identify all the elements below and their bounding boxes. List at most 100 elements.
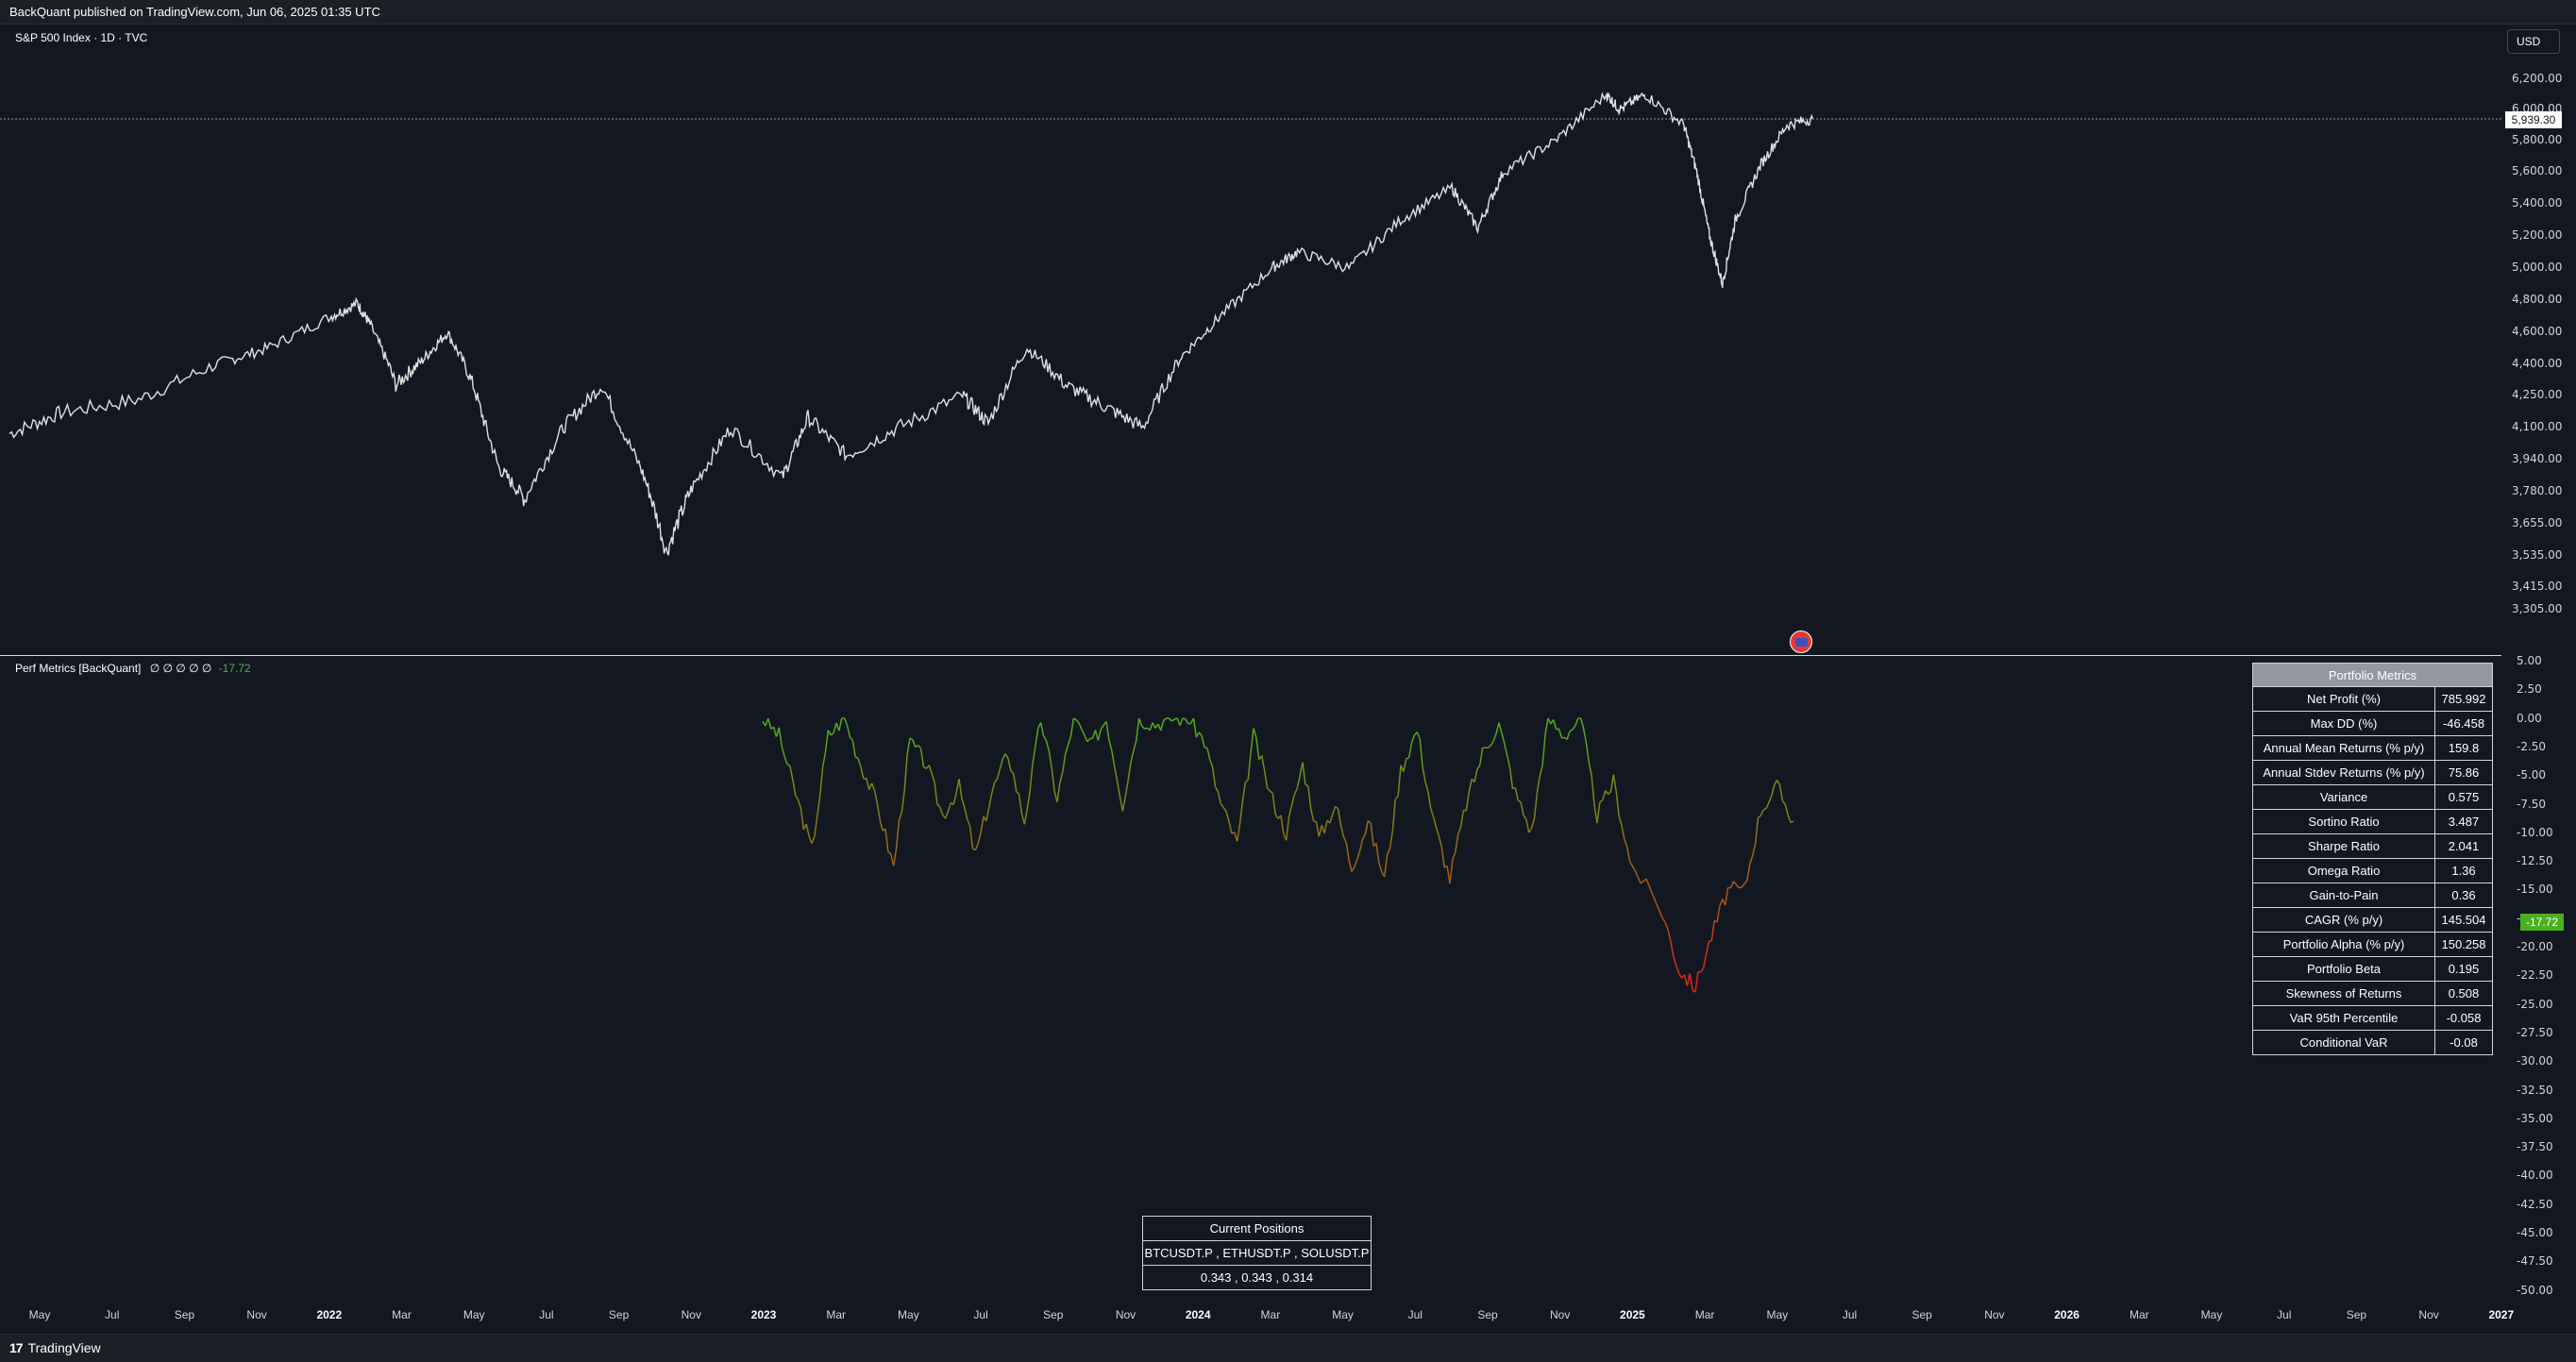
price-axis-label: 4,600.00 xyxy=(2512,325,2563,338)
perf-segment xyxy=(1364,820,1370,834)
perf-segment xyxy=(789,765,794,780)
perf-segment xyxy=(890,853,895,866)
indicator-axis-label: -5.00 xyxy=(2517,768,2547,782)
metrics-row: Omega Ratio 1.36 xyxy=(2252,858,2493,883)
perf-segment xyxy=(1781,800,1786,805)
perf-segment xyxy=(833,722,837,733)
perf-segment xyxy=(1762,807,1767,811)
perf-segment xyxy=(1585,742,1591,763)
perf-segment xyxy=(1743,880,1748,884)
tradingview-brand: TradingView xyxy=(27,1340,101,1355)
perf-segment xyxy=(1004,753,1009,759)
perf-segment xyxy=(1051,767,1055,792)
time-axis-label: May xyxy=(1766,1308,1789,1321)
perf-segment xyxy=(1626,847,1631,863)
perf-segment xyxy=(811,836,816,845)
perf-segment xyxy=(898,812,903,821)
perf-segment xyxy=(1337,808,1342,826)
currency-button[interactable]: USD xyxy=(2507,29,2560,54)
perf-segment xyxy=(909,737,914,741)
perf-segment xyxy=(1375,843,1380,864)
perf-segment xyxy=(1354,859,1358,867)
perf-segment xyxy=(1498,722,1503,733)
indicator-inputs: ∅ ∅ ∅ ∅ ∅ xyxy=(149,662,212,675)
indicator-axis-label: -32.50 xyxy=(2517,1083,2553,1097)
metrics-row: Portfolio Beta 0.195 xyxy=(2252,956,2493,982)
perf-segment xyxy=(1250,728,1254,753)
metric-label: Annual Mean Returns (% p/y) xyxy=(2252,735,2435,761)
perf-segment xyxy=(996,768,1002,780)
perf-segment xyxy=(1348,860,1353,872)
perf-segment xyxy=(1751,844,1757,856)
metric-value: 150.258 xyxy=(2434,932,2493,957)
perf-segment xyxy=(1716,905,1721,922)
perf-segment xyxy=(1689,973,1693,991)
tradingview-footer[interactable]: 17 TradingView xyxy=(0,1334,2576,1362)
perf-segment xyxy=(767,717,772,730)
time-axis-label: Sep xyxy=(608,1308,630,1321)
perf-segment xyxy=(952,792,957,805)
perf-segment xyxy=(919,748,925,767)
time-axis-label: Nov xyxy=(1984,1308,2005,1321)
time-axis-label: 2025 xyxy=(1620,1308,1645,1321)
price-axis-label: 5,800.00 xyxy=(2512,133,2563,146)
perf-segment xyxy=(781,746,785,757)
perf-segment xyxy=(1618,816,1623,826)
perf-segment xyxy=(1290,794,1296,806)
perf-segment xyxy=(1490,740,1494,747)
perf-segment xyxy=(1612,774,1617,792)
perf-segment xyxy=(936,803,941,808)
perf-segment xyxy=(783,756,788,765)
perf-segment xyxy=(1582,728,1588,743)
perf-segment xyxy=(1422,766,1426,782)
perf-segment xyxy=(1062,753,1067,772)
perf-segment xyxy=(1010,770,1015,775)
time-axis-label: May xyxy=(463,1308,485,1321)
perf-segment xyxy=(860,766,865,780)
perf-segment xyxy=(1397,765,1402,797)
us-flag-event-icon[interactable] xyxy=(1790,631,1812,653)
pane-separator[interactable] xyxy=(0,655,2501,656)
perf-segment xyxy=(1121,796,1126,812)
perf-segment xyxy=(944,811,950,819)
price-axis-label: 4,100.00 xyxy=(2512,420,2563,433)
perf-segment xyxy=(1533,792,1539,819)
time-axis-label: Mar xyxy=(2129,1308,2149,1321)
perf-segment xyxy=(1547,717,1552,725)
metric-label: Portfolio Beta xyxy=(2252,956,2435,982)
perf-segment xyxy=(1487,745,1491,748)
perf-segment xyxy=(1735,883,1740,889)
price-axis-label: 3,655.00 xyxy=(2512,516,2563,530)
perf-segment xyxy=(1367,820,1372,824)
perf-segment xyxy=(843,717,849,726)
perf-segment xyxy=(990,782,996,795)
perf-segment xyxy=(857,758,862,768)
perf-segment xyxy=(1776,780,1781,786)
perf-segment xyxy=(1078,722,1083,731)
perf-segment xyxy=(906,737,911,755)
perf-segment xyxy=(1222,807,1227,813)
metric-label: Sharpe Ratio xyxy=(2252,833,2435,859)
perf-segment xyxy=(1370,823,1374,847)
metric-label: Annual Stdev Returns (% p/y) xyxy=(2252,760,2435,785)
metric-label: Portfolio Alpha (% p/y) xyxy=(2252,932,2435,957)
metrics-row: Gain-to-Pain 0.36 xyxy=(2252,883,2493,908)
perf-segment xyxy=(1039,722,1045,736)
indicator-title[interactable]: Perf Metrics [BackQuant] ∅ ∅ ∅ ∅ ∅ -17.7… xyxy=(15,662,251,675)
perf-segment xyxy=(1285,816,1290,841)
perf-segment xyxy=(1383,854,1389,878)
indicator-value-tag: -17.72 xyxy=(2520,914,2564,931)
perf-segment xyxy=(1288,805,1293,817)
perf-segment xyxy=(1432,816,1438,828)
perf-segment xyxy=(1574,717,1579,727)
perf-segment xyxy=(1739,886,1743,889)
perf-segment xyxy=(958,779,963,799)
perf-segment xyxy=(1495,722,1500,734)
perf-segment xyxy=(1386,848,1391,856)
price-axis-label: 5,200.00 xyxy=(2512,228,2563,242)
indicator-axis-label: -15.00 xyxy=(2517,883,2553,897)
perf-segment xyxy=(968,826,974,849)
price-axis-label: 5,600.00 xyxy=(2512,164,2563,177)
symbol-title[interactable]: S&P 500 Index · 1D · TVC xyxy=(15,31,148,44)
